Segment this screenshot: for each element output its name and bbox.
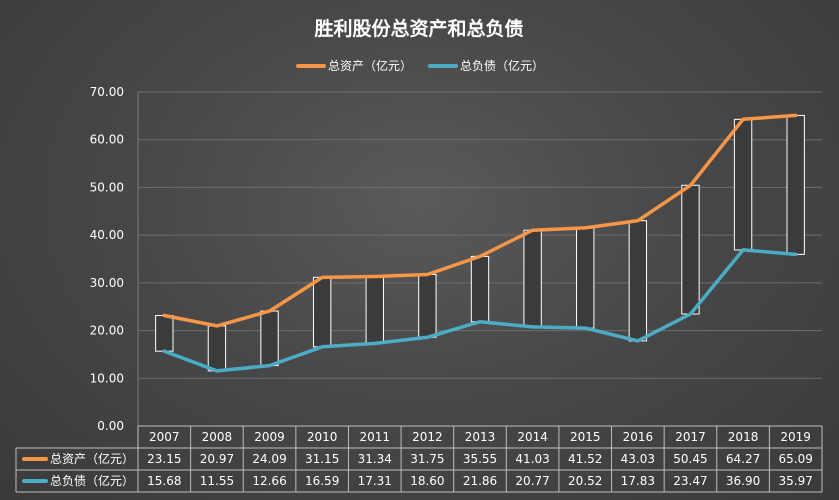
x-tick-label: 2011: [359, 430, 390, 444]
data-label: 11.55: [200, 474, 234, 488]
up-down-bar: [260, 310, 279, 367]
data-label: 41.52: [568, 452, 602, 466]
data-label: 41.03: [515, 452, 549, 466]
x-tick-label: 2018: [728, 430, 759, 444]
data-label: 12.66: [252, 474, 286, 488]
y-tick-label: 40.00: [90, 228, 124, 242]
series-line-2: [162, 248, 798, 373]
x-tick-label: 2010: [307, 430, 338, 444]
up-down-bar: [786, 114, 805, 255]
up-down-bar: [155, 315, 174, 352]
y-tick-label: 30.00: [90, 276, 124, 290]
data-label: 35.97: [779, 474, 813, 488]
x-tick-label: 2007: [149, 430, 180, 444]
legend: 总资产（亿元） 总负债（亿元）: [296, 58, 544, 73]
x-tick-label: 2017: [675, 430, 706, 444]
data-label: 65.09: [779, 452, 813, 466]
data-label: 36.90: [726, 474, 760, 488]
table-row-label: 总资产（亿元）: [50, 451, 134, 466]
up-down-bar: [681, 184, 700, 315]
x-tick-label: 2019: [780, 430, 811, 444]
data-label: 18.60: [410, 474, 444, 488]
y-tick-label: 0.00: [97, 419, 124, 433]
data-label: 17.83: [621, 474, 655, 488]
data-label: 64.27: [726, 452, 760, 466]
y-tick-label: 60.00: [90, 133, 124, 147]
chart-title: 胜利股份总资产和总负债: [314, 17, 523, 40]
data-label: 31.34: [358, 452, 392, 466]
up-down-bar: [523, 229, 542, 328]
up-down-bar: [470, 255, 490, 323]
data-table: 2007 2008 2009 2010 2011 2012 2013 2014 2015 2016…: [15, 425, 823, 493]
up-down-bars: [155, 114, 805, 372]
up-down-bar: [365, 275, 384, 344]
up-down-bar: [576, 227, 595, 329]
data-label: 15.68: [147, 474, 181, 488]
y-tick-label: 10.00: [90, 371, 124, 385]
data-label: 24.09: [252, 452, 286, 466]
up-down-bar: [312, 276, 332, 348]
legend-label-1: 总资产（亿元）: [328, 58, 412, 73]
data-label: 21.86: [463, 474, 497, 488]
legend-label-2: 总负债（亿元）: [460, 58, 544, 73]
data-label: 35.55: [463, 452, 497, 466]
x-tick-label: 2015: [570, 430, 601, 444]
data-label: 31.75: [410, 452, 444, 466]
x-tick-label: 2014: [517, 430, 548, 444]
x-tick-label: 2009: [254, 430, 285, 444]
data-label: 17.31: [358, 474, 392, 488]
y-tick-label: 20.00: [90, 324, 124, 338]
x-tick-label: 2016: [623, 430, 654, 444]
x-tick-label: 2013: [465, 430, 496, 444]
y-tick-label: 70.00: [90, 85, 124, 99]
up-down-bar: [628, 220, 648, 342]
x-tick-label: 2008: [202, 430, 233, 444]
up-down-bar: [733, 118, 753, 251]
data-label: 16.59: [305, 474, 339, 488]
up-down-bar: [207, 325, 227, 372]
data-label: 50.45: [673, 452, 707, 466]
data-label: 31.15: [305, 452, 339, 466]
table-row-label: 总负债（亿元）: [50, 473, 134, 488]
data-label: 20.77: [515, 474, 549, 488]
up-down-bar: [418, 274, 437, 338]
data-label: 20.52: [568, 474, 602, 488]
series-line-1: [162, 113, 798, 328]
y-axis: 0.00 10.00 20.00 30.00 40.00 50.00 60.00 70.00: [90, 85, 139, 433]
series-lines: [162, 113, 798, 373]
data-label: 23.15: [147, 452, 181, 466]
data-label: 23.47: [673, 474, 707, 488]
data-label: 20.97: [200, 452, 234, 466]
data-label: 43.03: [621, 452, 655, 466]
x-tick-label: 2012: [412, 430, 443, 444]
y-tick-label: 50.00: [90, 180, 124, 194]
